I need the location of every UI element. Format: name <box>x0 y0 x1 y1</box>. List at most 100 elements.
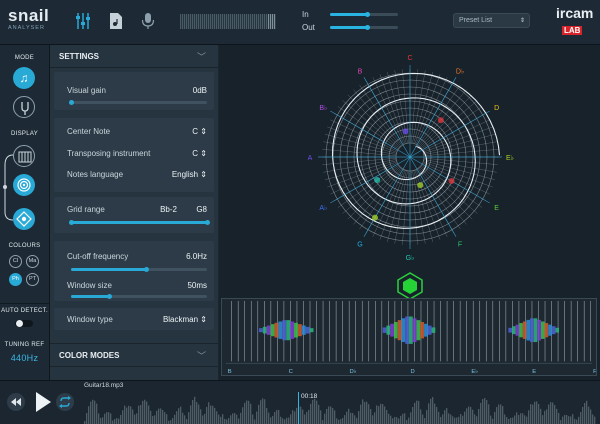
waveform-bar <box>290 414 292 424</box>
waveform-bar <box>538 403 540 424</box>
waveform-bar <box>178 408 180 424</box>
colour-button-cl[interactable]: Cl <box>9 255 22 268</box>
piano-note-stripe <box>382 327 387 333</box>
piano-note-stripe <box>401 318 406 343</box>
color-modes-header[interactable]: COLOR MODES ﹀ <box>50 343 218 367</box>
waveform-bar <box>238 418 240 424</box>
waveform-bar <box>406 419 408 424</box>
piano-display-button[interactable] <box>13 145 35 167</box>
waveform-bar <box>306 411 308 424</box>
out-level-slider[interactable] <box>330 25 398 30</box>
snail-grid-spoke <box>423 158 498 165</box>
waveform-bar <box>152 415 154 424</box>
snail-grid-spoke <box>337 106 399 150</box>
loop-button[interactable] <box>56 393 74 411</box>
piano-roll-display[interactable]: B C D♭ D E♭ E F <box>221 298 597 376</box>
meter-bar-segment <box>198 14 200 29</box>
visual-gain-knob[interactable] <box>69 100 74 105</box>
waveform-bar <box>144 399 146 424</box>
cutoff-slider[interactable] <box>71 267 207 272</box>
colour-button-ma[interactable]: Ma <box>26 255 39 268</box>
transposing-value[interactable]: C ⇕ <box>192 149 207 158</box>
settings-header[interactable]: SETTINGS ﹀ <box>50 45 218 68</box>
snail-note-axis <box>330 110 411 158</box>
waveform-bar <box>180 406 182 424</box>
center-note-value[interactable]: C ⇕ <box>192 127 207 136</box>
waveform-bar <box>92 399 94 424</box>
grid-range-knob-low[interactable] <box>69 220 74 225</box>
waveform-bar <box>240 412 242 424</box>
microphone-icon[interactable] <box>138 11 158 31</box>
auto-detect-toggle[interactable] <box>15 320 33 327</box>
left-rail: MODE ♫ DISPLAY <box>0 45 50 380</box>
window-size-slider[interactable] <box>71 294 207 299</box>
waveform-bar <box>510 417 512 424</box>
waveform-bar <box>222 414 224 424</box>
cutoff-knob[interactable] <box>143 267 149 272</box>
waveform-bar <box>404 413 406 424</box>
waveform-bar <box>360 404 362 424</box>
preset-list-dropdown[interactable]: Preset List ⇕ <box>453 13 530 28</box>
waveform-bar <box>588 406 590 424</box>
snail-grid-spoke <box>418 167 467 225</box>
grid-range-row: Grid range G8 Bb-2 <box>67 205 207 214</box>
notes-language-row[interactable]: Notes language English ⇕ <box>67 170 207 179</box>
meter-bar-segment <box>264 14 266 29</box>
colour-button-pt[interactable]: PT <box>26 273 39 286</box>
waveform-bar <box>450 414 452 424</box>
piano-note-label: E♭ <box>471 368 478 375</box>
music-mode-button[interactable]: ♫ <box>13 67 35 89</box>
meter-bar-segment <box>186 14 188 29</box>
snail-note-label: G <box>357 242 362 249</box>
waveform-bar <box>312 399 314 424</box>
snail-spiral-display[interactable]: C D♭ D E♭ E F G♭ G A♭ A B♭ B <box>305 52 515 262</box>
file-music-icon[interactable] <box>106 11 126 31</box>
in-label: In <box>302 10 309 19</box>
rewind-button[interactable] <box>7 393 25 411</box>
in-level-slider[interactable] <box>330 12 398 17</box>
tuner-mode-button[interactable] <box>13 96 35 118</box>
grid-range-slider[interactable] <box>69 220 210 225</box>
waveform-bar <box>470 406 472 424</box>
meter-bar-segment <box>196 14 198 29</box>
snail-grid-spoke <box>347 166 401 220</box>
sliders-icon[interactable] <box>73 11 93 31</box>
window-size-value: 50ms <box>187 281 207 290</box>
waveform-bar <box>214 407 216 424</box>
notes-language-value[interactable]: English ⇕ <box>171 170 207 179</box>
tuning-ref-value[interactable]: 440Hz <box>10 353 39 363</box>
waveform-bar <box>338 419 340 424</box>
waveform-bar <box>142 400 144 424</box>
waveform-bar <box>244 402 246 424</box>
piano-note-stripe <box>258 328 263 333</box>
transposing-row[interactable]: Transposing instrument C ⇕ <box>67 149 207 158</box>
center-note-row[interactable]: Center Note C ⇕ <box>67 127 207 136</box>
waveform-bar <box>328 406 330 424</box>
meter-bar-segment <box>262 14 264 29</box>
piano-note-stripe <box>522 321 527 339</box>
waveform-bar <box>326 408 328 424</box>
waveform-bar <box>398 418 400 424</box>
waveform-bar <box>112 420 114 424</box>
snail-grid-spoke <box>423 126 493 153</box>
grid-range-knob-high[interactable] <box>205 220 210 225</box>
snail-grid-spoke <box>419 166 473 220</box>
play-button[interactable] <box>30 389 54 415</box>
window-size-knob[interactable] <box>107 294 113 299</box>
window-type-value[interactable]: Blackman ⇕ <box>162 315 207 324</box>
snail-grid-spoke <box>419 94 473 148</box>
out-level-knob[interactable] <box>365 25 371 30</box>
snail-grid-spoke <box>413 71 433 144</box>
waveform-bar <box>362 399 364 424</box>
piano-note-stripe <box>416 320 421 341</box>
preset-placeholder: Preset List <box>459 17 493 24</box>
waveform-bar <box>186 419 188 424</box>
spiral-display-button[interactable] <box>13 174 35 196</box>
strobe-display-button[interactable] <box>13 208 35 230</box>
waveform-bar <box>280 416 282 424</box>
visual-gain-slider[interactable] <box>69 100 207 105</box>
window-type-row[interactable]: Window type Blackman ⇕ <box>67 315 207 324</box>
in-level-knob[interactable] <box>365 12 371 17</box>
audio-waveform[interactable] <box>84 391 596 424</box>
colour-button-ph[interactable]: Ph <box>9 273 22 286</box>
